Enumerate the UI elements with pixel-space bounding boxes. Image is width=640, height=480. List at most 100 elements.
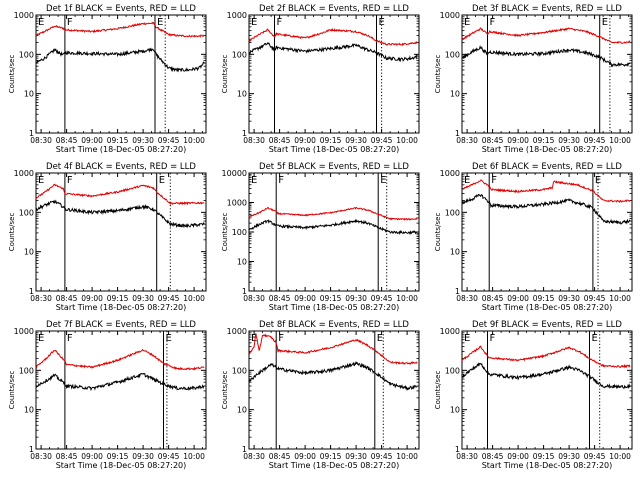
y-tick-label: 1 xyxy=(29,129,34,138)
series-events-line xyxy=(248,360,418,392)
x-tick-label: 09:15 xyxy=(533,136,555,145)
x-tick-label: 09:45 xyxy=(371,136,393,145)
region-label-e: E xyxy=(380,175,386,186)
x-tick-label: 08:30 xyxy=(456,294,478,303)
series-events-line xyxy=(35,372,205,392)
x-tick-label: 09:45 xyxy=(584,452,606,461)
x-tick-label: 10:00 xyxy=(609,294,631,303)
x-tick-label: 09:45 xyxy=(584,136,606,145)
y-tick-label: 100 xyxy=(19,50,34,59)
x-tick-label: 10:00 xyxy=(396,294,418,303)
x-tick-label: 09:15 xyxy=(107,452,129,461)
x-tick-label: 10:00 xyxy=(609,452,631,461)
detector-panel-6: Det 6f BLACK = Events, RED = LLD 1 10 100 10… xyxy=(434,162,633,312)
series-lld-line xyxy=(248,333,418,365)
detector-panel-2: Det 2f BLACK = Events, RED = LLD 1 10 100 10… xyxy=(221,4,420,154)
x-tick-label: 09:00 xyxy=(294,294,316,303)
y-tick-label: 10 xyxy=(237,406,247,415)
x-tick-label: 09:45 xyxy=(371,294,393,303)
series-events-line xyxy=(461,193,631,225)
x-tick-label: 09:45 xyxy=(158,452,180,461)
x-tick-label: 09:30 xyxy=(345,294,367,303)
y-tick-label: 10 xyxy=(24,90,34,99)
plot-frame xyxy=(461,14,633,134)
detector-panel-4: Det 4f BLACK = Events, RED = LLD 1 10 100 10… xyxy=(8,162,207,312)
plot-frame xyxy=(248,330,420,450)
x-axis-label: Start Time (18-Dec-05 08:27:20) xyxy=(56,145,187,154)
y-tick-label: 1000 xyxy=(440,169,460,178)
series-lld-line xyxy=(248,27,418,47)
x-axis-label: Start Time (18-Dec-05 08:27:20) xyxy=(56,303,187,312)
x-tick-label: 08:30 xyxy=(456,136,478,145)
y-tick-label: 100 xyxy=(445,366,460,375)
detector-panel-7: Det 7f BLACK = Events, RED = LLD 1 10 100 10… xyxy=(8,320,207,470)
x-tick-label: 08:30 xyxy=(30,136,52,145)
plot-frame xyxy=(461,172,633,292)
x-tick-label: 09:00 xyxy=(81,136,103,145)
panel-title: Det 2f BLACK = Events, RED = LLD xyxy=(259,4,409,14)
plot-frame xyxy=(248,14,420,134)
region-label-e: E xyxy=(159,175,165,186)
series-lld-line xyxy=(35,183,205,206)
region-label-e: E xyxy=(166,333,172,344)
y-tick-label: 1 xyxy=(242,287,247,296)
y-tick-label: 10 xyxy=(450,90,460,99)
panel-title: Det 1f BLACK = Events, RED = LLD xyxy=(46,4,196,14)
y-tick-label: 100 xyxy=(232,50,247,59)
y-axis-label: Counts/sec xyxy=(221,371,229,410)
region-label-e: E xyxy=(379,17,385,28)
x-tick-label: 09:30 xyxy=(558,136,580,145)
region-label-e: E xyxy=(38,333,44,344)
y-axis-label: Counts/sec xyxy=(221,55,229,94)
region-label-e: E xyxy=(251,17,257,28)
y-tick-label: 10 xyxy=(237,258,247,267)
x-axis-label: Start Time (18-Dec-05 08:27:20) xyxy=(482,461,613,470)
y-tick-label: 1 xyxy=(29,445,34,454)
series-events-line xyxy=(35,47,205,73)
region-label-e: E xyxy=(464,17,470,28)
region-label-f: F xyxy=(278,175,284,186)
x-tick-label: 08:30 xyxy=(243,452,265,461)
series-lld-line xyxy=(35,348,205,371)
x-tick-label: 10:00 xyxy=(183,452,205,461)
y-tick-label: 100 xyxy=(445,208,460,217)
y-tick-label: 1000 xyxy=(14,327,34,336)
y-tick-label: 10 xyxy=(450,248,460,257)
x-axis-label: Start Time (18-Dec-05 08:27:20) xyxy=(269,145,400,154)
x-tick-label: 09:00 xyxy=(507,452,529,461)
region-label-f: F xyxy=(67,175,73,186)
region-label-e: E xyxy=(157,17,163,28)
detector-panel-8: Det 8f BLACK = Events, RED = LLD 1 10 100 10… xyxy=(221,320,420,470)
region-label-f: F xyxy=(67,17,73,28)
series-lld-line xyxy=(248,206,418,221)
x-tick-label: 08:45 xyxy=(56,136,78,145)
panel-title: Det 5f BLACK = Events, RED = LLD xyxy=(259,162,409,172)
plot-frame xyxy=(461,330,633,450)
y-tick-label: 1 xyxy=(455,445,460,454)
panel-title: Det 9f BLACK = Events, RED = LLD xyxy=(472,320,622,330)
region-label-f: F xyxy=(278,333,284,344)
y-tick-label: 100 xyxy=(232,366,247,375)
y-tick-label: 1000 xyxy=(227,11,247,20)
x-tick-label: 09:15 xyxy=(533,452,555,461)
y-tick-label: 1 xyxy=(242,445,247,454)
x-tick-label: 09:15 xyxy=(320,452,342,461)
x-tick-label: 08:45 xyxy=(56,294,78,303)
x-tick-label: 08:45 xyxy=(269,452,291,461)
x-tick-label: 08:45 xyxy=(269,294,291,303)
y-axis-label: Counts/sec xyxy=(8,371,16,410)
y-tick-label: 10 xyxy=(24,248,34,257)
x-tick-label: 08:45 xyxy=(482,294,504,303)
x-tick-label: 09:30 xyxy=(558,452,580,461)
x-tick-label: 09:00 xyxy=(81,294,103,303)
plot-frame xyxy=(35,172,207,292)
x-tick-label: 09:15 xyxy=(107,294,129,303)
y-tick-label: 1000 xyxy=(440,327,460,336)
plot-frame xyxy=(35,330,207,450)
region-label-e: E xyxy=(592,333,598,344)
region-label-e: E xyxy=(38,17,44,28)
y-tick-label: 10 xyxy=(24,406,34,415)
x-tick-label: 10:00 xyxy=(396,136,418,145)
region-label-f: F xyxy=(491,175,497,186)
x-tick-label: 10:00 xyxy=(609,136,631,145)
